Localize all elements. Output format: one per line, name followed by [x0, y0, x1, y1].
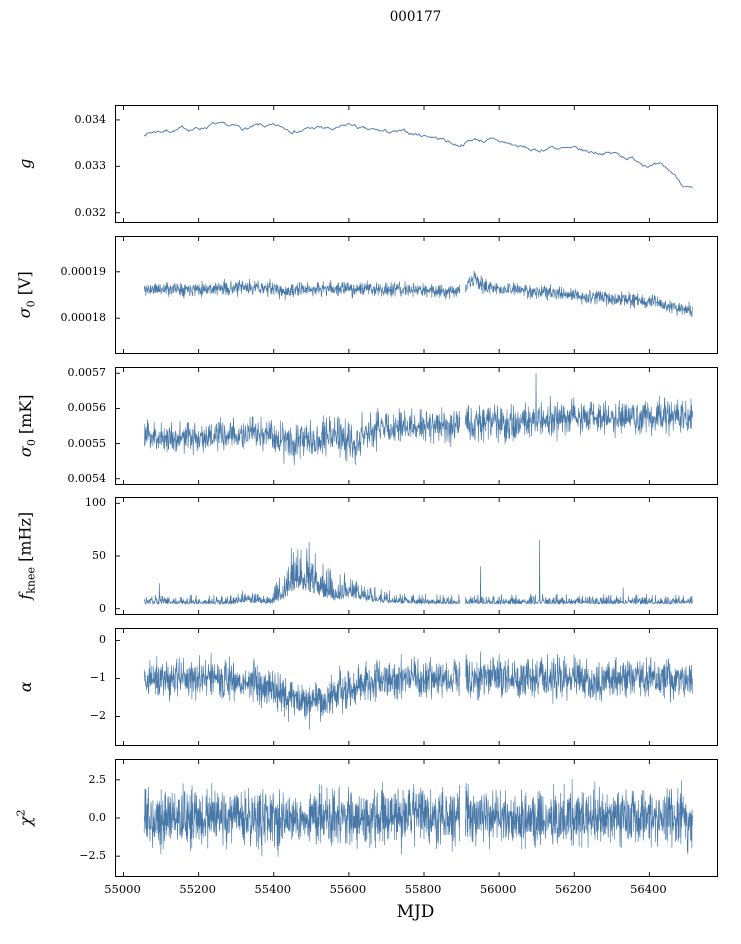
panel-fknee	[115, 497, 718, 615]
x-tick-label: 56000	[479, 882, 517, 896]
y-tick-label: 0.00019	[60, 264, 107, 278]
figure-title: 000177	[389, 9, 442, 25]
y-tick-label: −1	[89, 671, 106, 685]
panel-alpha	[115, 628, 718, 746]
panel-chi2	[115, 759, 718, 877]
y-tick-label: 0.0054	[67, 471, 107, 485]
y-tick-label: 0.032	[74, 205, 107, 219]
y-tick-label: 0	[99, 633, 106, 647]
y-tick-label: 0.00018	[60, 311, 107, 325]
y-tick-label: 0.0	[88, 811, 107, 824]
x-tick-label: 55200	[179, 882, 216, 896]
alpha-timeseries-canvas	[116, 629, 717, 745]
fknee-timeseries-canvas	[116, 498, 717, 614]
y-tick-label: 0.034	[74, 112, 107, 126]
ylabel-sigma0-v: σ0 [V]	[15, 271, 38, 319]
x-tick-label: 55600	[329, 882, 367, 896]
y-tick-label: 0.033	[74, 159, 107, 173]
x-axis-label: MJD	[396, 902, 435, 922]
x-tick-label: 56200	[554, 882, 592, 896]
chi2-timeseries-canvas	[116, 760, 717, 876]
y-tick-label: 2.5	[88, 772, 107, 786]
g-timeseries-canvas	[116, 106, 717, 222]
panel-sigma0-mk	[115, 367, 718, 485]
y-tick-label: 0.0057	[67, 366, 107, 380]
y-tick-label: 0	[99, 601, 106, 615]
y-tick-label: −2	[89, 709, 106, 723]
x-tick-label: 55800	[404, 882, 442, 896]
y-tick-label: −2.5	[79, 849, 106, 863]
x-tick-label: 55400	[254, 882, 292, 896]
y-tick-label: 50	[92, 549, 106, 562]
sigma0-mk-timeseries-canvas	[116, 368, 717, 484]
x-tick-label: 56400	[630, 882, 667, 896]
sigma0-v-timeseries-canvas	[116, 237, 717, 353]
y-tick-label: 0.0056	[67, 401, 107, 415]
panel-sigma0-v	[115, 236, 718, 354]
panel-g	[115, 105, 718, 223]
x-tick-label: 55000	[104, 882, 141, 896]
y-tick-label: 0.0055	[67, 436, 107, 450]
ylabel-sigma0-mk: σ0 [mK]	[15, 394, 38, 458]
y-tick-label: 100	[85, 496, 106, 510]
